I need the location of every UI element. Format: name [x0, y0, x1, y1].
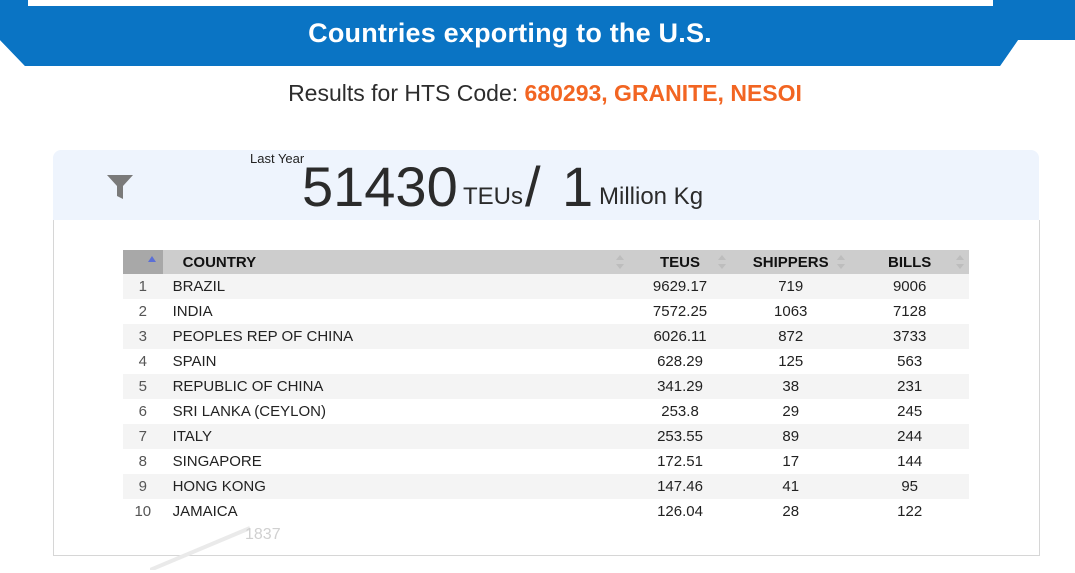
row-index: 8 [123, 449, 163, 474]
shippers-cell: 872 [731, 324, 851, 349]
table-header-row: COUNTRY TEUS SHIPPERS [123, 250, 969, 274]
country-cell: PEOPLES REP OF CHINA [162, 324, 629, 349]
table-row[interactable]: 5 REPUBLIC OF CHINA 341.29 38 231 [123, 374, 969, 399]
row-index: 2 [123, 299, 163, 324]
background-chart-label: 1837 [245, 526, 281, 543]
shippers-cell: 719 [731, 274, 851, 299]
shippers-cell: 1063 [731, 299, 851, 324]
shippers-cell: 28 [731, 499, 851, 524]
background-chart-line [150, 526, 251, 570]
bills-column-header[interactable]: BILLS [850, 250, 969, 274]
summary-panel: Last Year 51430 TEUs / 1 Million Kg [53, 150, 1039, 220]
shippers-cell: 41 [731, 474, 851, 499]
sort-ascending-icon [148, 256, 156, 262]
period-label: Last Year [250, 151, 305, 166]
table-row[interactable]: 8 SINGAPORE 172.51 17 144 [123, 449, 969, 474]
row-index: 10 [123, 499, 163, 524]
hts-code-label: Results for HTS Code: [288, 80, 525, 106]
weight-unit: Million Kg [599, 183, 704, 210]
sort-icon [718, 255, 727, 269]
teus-cell: 172.51 [628, 449, 732, 474]
bills-cell: 244 [850, 424, 969, 449]
shippers-cell: 38 [731, 374, 851, 399]
teus-cell: 253.8 [628, 399, 732, 424]
sort-icon [956, 255, 964, 269]
sort-icon [837, 255, 846, 269]
teus-unit: TEUs [463, 183, 523, 210]
shippers-cell: 89 [731, 424, 851, 449]
country-cell: SRI LANKA (CEYLON) [162, 399, 629, 424]
bills-cell: 3733 [850, 324, 969, 349]
teus-cell: 9629.17 [628, 274, 732, 299]
page-title: Countries exporting to the U.S. [308, 18, 712, 48]
teus-cell: 147.46 [628, 474, 732, 499]
country-cell: INDIA [162, 299, 629, 324]
table-row[interactable]: 1 BRAZIL 9629.17 719 9006 [123, 274, 969, 299]
teus-header-label: TEUS [660, 253, 701, 271]
table-row[interactable]: 2 INDIA 7572.25 1063 7128 [123, 299, 969, 324]
row-index: 9 [123, 474, 163, 499]
row-index: 6 [123, 399, 163, 424]
index-column-header[interactable] [123, 250, 163, 274]
sort-icon [615, 255, 624, 269]
bills-cell: 95 [850, 474, 969, 499]
country-column-header[interactable]: COUNTRY [162, 250, 629, 274]
bills-cell: 122 [850, 499, 969, 524]
teus-column-header[interactable]: TEUS [628, 250, 732, 274]
shippers-column-header[interactable]: SHIPPERS [731, 250, 851, 274]
bills-cell: 245 [850, 399, 969, 424]
shippers-cell: 29 [731, 399, 851, 424]
teus-cell: 7572.25 [628, 299, 732, 324]
country-cell: REPUBLIC OF CHINA [162, 374, 629, 399]
table-row[interactable]: 6 SRI LANKA (CEYLON) 253.8 29 245 [123, 399, 969, 424]
results-subtitle: Results for HTS Code: 680293, GRANITE, N… [0, 80, 1075, 107]
bills-cell: 563 [850, 349, 969, 374]
teus-cell: 253.55 [628, 424, 732, 449]
teus-total: 51430 [302, 155, 458, 218]
table-row[interactable]: 10 JAMAICA 126.04 28 122 [123, 499, 969, 524]
row-index: 3 [123, 324, 163, 349]
bills-cell: 144 [850, 449, 969, 474]
table-row[interactable]: 4 SPAIN 628.29 125 563 [123, 349, 969, 374]
shippers-cell: 17 [731, 449, 851, 474]
teus-cell: 6026.11 [628, 324, 732, 349]
weight-total: 1 [562, 155, 594, 218]
shippers-cell: 125 [731, 349, 851, 374]
country-cell: HONG KONG [162, 474, 629, 499]
country-cell: BRAZIL [162, 274, 629, 299]
bills-header-label: BILLS [887, 253, 932, 271]
row-index: 7 [123, 424, 163, 449]
table-row[interactable]: 7 ITALY 253.55 89 244 [123, 424, 969, 449]
summary-separator: / [525, 155, 541, 218]
header-banner: Countries exporting to the U.S. [0, 0, 1075, 66]
country-header-label: COUNTRY [182, 253, 257, 271]
hts-code-value: 680293, GRANITE, NESOI [524, 80, 802, 106]
teus-cell: 126.04 [628, 499, 732, 524]
bills-cell: 7128 [850, 299, 969, 324]
teus-cell: 628.29 [628, 349, 732, 374]
banner-shape [0, 0, 1075, 66]
countries-table: COUNTRY TEUS SHIPPERS [123, 250, 969, 524]
row-index: 4 [123, 349, 163, 374]
filter-icon[interactable] [105, 172, 135, 202]
table-row[interactable]: 9 HONG KONG 147.46 41 95 [123, 474, 969, 499]
country-cell: SINGAPORE [162, 449, 629, 474]
bills-cell: 9006 [850, 274, 969, 299]
row-index: 1 [123, 274, 163, 299]
teus-cell: 341.29 [628, 374, 732, 399]
country-cell: SPAIN [162, 349, 629, 374]
row-index: 5 [123, 374, 163, 399]
bills-cell: 231 [850, 374, 969, 399]
country-cell: ITALY [162, 424, 629, 449]
table-row[interactable]: 3 PEOPLES REP OF CHINA 6026.11 872 3733 [123, 324, 969, 349]
shippers-header-label: SHIPPERS [752, 253, 829, 271]
results-panel: COUNTRY TEUS SHIPPERS [53, 220, 1040, 556]
country-cell: JAMAICA [162, 499, 629, 524]
